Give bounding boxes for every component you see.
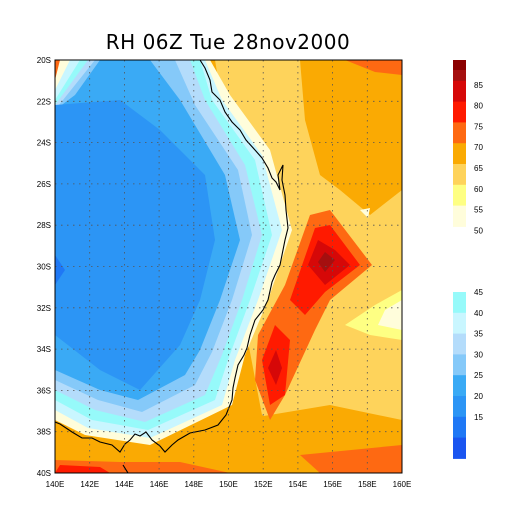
- lon-tick-label: 154E: [289, 480, 308, 489]
- lon-tick-label: 160E: [393, 480, 412, 489]
- colorbar-label: 15: [474, 413, 483, 422]
- lat-tick-label: 34S: [37, 345, 51, 354]
- colorbar-label: 55: [474, 206, 483, 215]
- field-band-65-east: [300, 60, 402, 215]
- lon-tick-label: 150E: [219, 480, 238, 489]
- lon-tick-label: 140E: [46, 480, 65, 489]
- colorbar-swatch: [453, 143, 466, 165]
- colorbar-label: 70: [474, 143, 483, 152]
- lon-tick-label: 144E: [115, 480, 134, 489]
- lat-tick-label: 28S: [37, 221, 51, 230]
- colorbar-label: 65: [474, 164, 483, 173]
- lon-tick-label: 158E: [358, 480, 377, 489]
- colorbar-label: 40: [474, 309, 483, 318]
- colorbar: 85 80 75 70 65 60 55 50 45 40 35 30 25 20 15: [453, 60, 483, 459]
- field-band-75-sw: [55, 465, 110, 473]
- colorbar-label: 35: [474, 330, 483, 339]
- field-band-50-east: [378, 300, 402, 330]
- colorbar-label: 25: [474, 371, 483, 380]
- lat-tick-label: 24S: [37, 139, 51, 148]
- field-band-70-south: [300, 445, 402, 473]
- coastline-south-fragment: [122, 464, 129, 473]
- field-band-20: [55, 100, 215, 390]
- lat-tick-label: 32S: [37, 304, 51, 313]
- colorbar-swatch: [453, 101, 466, 123]
- field-band-55-east: [345, 290, 402, 340]
- lon-tick-label: 152E: [254, 480, 273, 489]
- colorbar-label: 20: [474, 392, 483, 401]
- lat-tick-label: 36S: [37, 386, 51, 395]
- colorbar-swatch: [453, 184, 466, 207]
- lon-tick-labels: 140E 142E 144E 146E 148E 150E 152E 154E 156E 158E…: [46, 480, 412, 489]
- coastline-path: [55, 60, 289, 453]
- colorbar-label: 60: [474, 185, 483, 194]
- field-band-70-ne: [345, 60, 402, 75]
- colorbar-swatch: [453, 60, 466, 70]
- colorbar-label: 50: [474, 226, 483, 235]
- lat-tick-label: 20S: [37, 56, 51, 65]
- colorbar-swatch: [453, 122, 466, 144]
- colorbar-swatch: [453, 292, 466, 314]
- colorbar-swatch: [453, 437, 466, 459]
- colorbar-label: 80: [474, 102, 483, 111]
- colorbar-swatch: [453, 375, 466, 397]
- lat-tick-labels: 20S 22S 24S 26S 28S 30S 32S 34S 36S 38S 40S: [37, 56, 51, 478]
- colorbar-swatch: [453, 164, 466, 186]
- lon-tick-label: 142E: [80, 480, 99, 489]
- colorbar-label: 30: [474, 350, 483, 359]
- colorbar-swatch: [453, 333, 466, 355]
- lat-tick-label: 40S: [37, 469, 51, 478]
- colorbar-swatch: [453, 396, 466, 418]
- colorbar-label: 45: [474, 288, 483, 297]
- colorbar-swatch: [453, 80, 466, 103]
- field-band-80-ridge-south: [268, 350, 282, 385]
- field-band-15: [55, 255, 65, 285]
- lat-tick-label: 30S: [37, 263, 51, 272]
- map-frame: [54, 59, 403, 474]
- colorbar-swatch: [453, 416, 466, 439]
- colorbar-label: 85: [474, 81, 483, 90]
- lat-tick-label: 38S: [37, 428, 51, 437]
- lat-tick-label: 26S: [37, 180, 51, 189]
- field-band-85-core: [318, 252, 335, 272]
- lon-tick-label: 156E: [323, 480, 342, 489]
- colorbar-swatch: [453, 354, 466, 376]
- lon-tick-label: 146E: [150, 480, 169, 489]
- lon-tick-label: 148E: [184, 480, 203, 489]
- map-title: RH 06Z Tue 28nov2000: [105, 30, 351, 54]
- colorbar-swatch: [453, 205, 466, 227]
- coastline: [55, 60, 289, 473]
- colorbar-label: 75: [474, 122, 483, 131]
- map-grid: [55, 60, 402, 473]
- lat-tick-label: 22S: [37, 97, 51, 106]
- colorbar-swatch: [453, 312, 466, 335]
